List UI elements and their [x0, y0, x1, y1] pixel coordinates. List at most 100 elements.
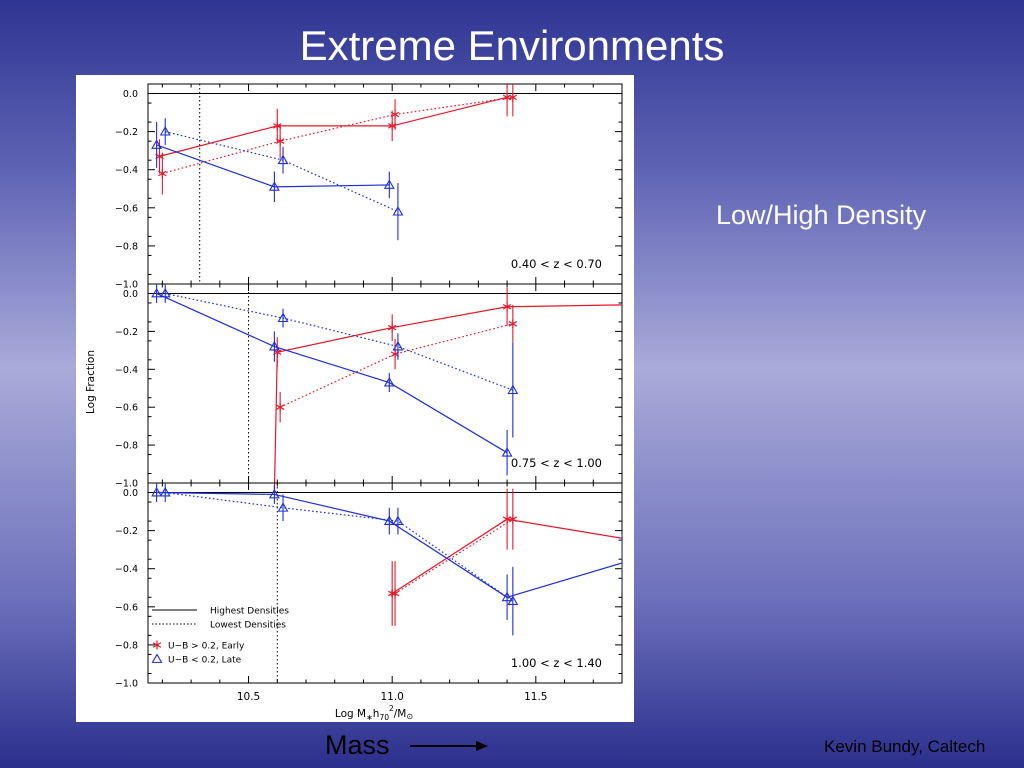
y-tick-label: −1.0 — [115, 280, 138, 291]
legend-marker-late — [151, 653, 163, 663]
x-axis-label-part: h — [373, 708, 380, 720]
panel-3: 0.0 −0.2 −0.4 −0.6 −0.8 −1.0 1.00 < z < 1.40 — [115, 482, 623, 690]
data-point-late — [392, 206, 404, 216]
data-point-late — [507, 384, 519, 395]
data-point-late — [151, 486, 163, 497]
data-point-early — [502, 302, 512, 312]
data-point-late — [501, 591, 513, 602]
asterisk-stroke — [152, 642, 162, 648]
panel-data — [151, 284, 622, 493]
asterisk-stroke — [508, 516, 518, 522]
asterisk-stroke — [275, 404, 285, 410]
y-tick-label: −0.6 — [115, 602, 138, 613]
panel-data — [151, 483, 622, 636]
y-tick-label: 0.0 — [123, 488, 138, 499]
legend-marker-early — [152, 640, 162, 650]
series-line-early-dotted — [279, 323, 513, 408]
y-tick-label: −0.6 — [115, 203, 138, 214]
data-point-late — [159, 287, 171, 298]
legend-label: Highest Densities — [210, 607, 289, 617]
x-tick-label: 10.5 — [237, 691, 260, 703]
data-point-late — [392, 340, 404, 351]
y-tick-label: −0.4 — [115, 365, 138, 376]
legend-label: U−B > 0.2, Early — [168, 642, 245, 652]
x-axis-label-part: Log M — [335, 708, 366, 720]
y-tick-label: −0.8 — [115, 640, 138, 651]
data-point-early — [275, 402, 285, 412]
panel-2: 0.0 −0.2 −0.4 −0.6 −0.8 −1.0 0.75 < z < 1.00 — [115, 283, 623, 493]
data-point-early — [508, 514, 518, 524]
y-tick-label: −1.0 — [115, 679, 138, 690]
asterisk-stroke — [390, 590, 400, 597]
x-axis-label: Log M∗h702/M⊙ — [335, 704, 413, 722]
data-point-late — [392, 515, 404, 526]
redshift-annotation: 0.75 < z < 1.00 — [511, 456, 602, 470]
y-tick-label: −1.0 — [115, 479, 138, 490]
asterisk-stroke — [390, 111, 400, 118]
slide-title: Extreme Environments — [299, 22, 725, 69]
y-tick-label: 0.0 — [123, 289, 138, 300]
legend-label: U−B < 0.2, Late — [168, 656, 242, 666]
data-point-late — [277, 154, 289, 165]
data-point-early — [508, 92, 518, 102]
data-point-late — [159, 486, 171, 497]
x-axis-label-part: ∗ — [366, 713, 373, 722]
data-point-early — [275, 136, 285, 146]
data-point-early — [387, 323, 397, 333]
y-tick-label: −0.8 — [115, 441, 138, 452]
y-tick-label: −0.2 — [115, 327, 138, 338]
data-point-late — [277, 312, 289, 323]
data-point-early — [508, 319, 518, 329]
density-label: Low/High Density — [716, 200, 927, 230]
y-tick-label: −0.4 — [115, 165, 138, 176]
redshift-annotation: 1.00 < z < 1.40 — [511, 656, 602, 670]
data-point-late — [151, 139, 163, 149]
x-tick-label: 11.5 — [524, 691, 547, 703]
data-point-early — [390, 588, 400, 598]
panel-frame — [147, 482, 623, 684]
x-axis-label-part: /M — [394, 708, 407, 720]
redshift-annotation: 0.40 < z < 0.70 — [511, 257, 602, 271]
data-point-late — [268, 488, 280, 499]
panel-frame — [147, 83, 623, 285]
chart-svg: 0.0−0.2−0.4−0.6−0.8−1.00.40 < z < 0.700.… — [85, 83, 623, 722]
series-line-early-dotted — [394, 518, 514, 594]
data-point-late — [268, 340, 280, 351]
series-line-early-dotted — [162, 96, 513, 175]
x-axis-label-part: ⊙ — [406, 712, 413, 721]
legend-label: Lowest Densities — [210, 621, 286, 631]
x-axis-label-part: 2 — [389, 704, 394, 713]
panel-1: 0.0 −0.2 −0.4 −0.6 −0.8 −1.0 0.40 < z < 0.70 — [115, 83, 623, 291]
series-line-late-dotted — [165, 131, 399, 213]
asterisk-stroke — [387, 324, 397, 331]
data-point-late — [159, 126, 171, 136]
panel-frame — [147, 283, 623, 484]
asterisk-stroke — [508, 321, 518, 327]
legend: Highest Densities Lowest Densities U−B > 0… — [151, 607, 289, 666]
series-line-late-dotted — [165, 292, 514, 391]
series-line-late-solid — [156, 292, 508, 454]
asterisk-stroke — [508, 94, 518, 101]
series-line-late-dotted — [165, 491, 514, 602]
y-tick-label: −0.6 — [115, 403, 138, 414]
asterisk-stroke — [275, 138, 285, 144]
data-point-late — [151, 287, 163, 298]
data-point-late — [501, 447, 513, 457]
y-tick-label: −0.2 — [115, 127, 138, 138]
mass-label: Mass — [325, 730, 390, 760]
series-line-early-solid — [159, 96, 508, 157]
y-tick-label: −0.8 — [115, 241, 138, 252]
data-point-early — [158, 169, 167, 179]
y-tick-label: 0.0 — [123, 89, 138, 100]
x-axis-label-part: 70 — [379, 713, 389, 722]
data-point-late — [383, 179, 395, 189]
y-axis-label: Log Fraction — [85, 350, 97, 414]
y-tick-label: −0.4 — [115, 564, 138, 575]
x-tick-label: 11.0 — [380, 691, 403, 703]
data-point-early — [390, 109, 400, 119]
data-point-late — [383, 376, 395, 387]
asterisk-stroke — [158, 170, 167, 177]
data-point-late — [268, 181, 280, 191]
credit-text: Kevin Bundy, Caltech — [824, 737, 986, 756]
mass-arrow-icon — [410, 741, 488, 751]
